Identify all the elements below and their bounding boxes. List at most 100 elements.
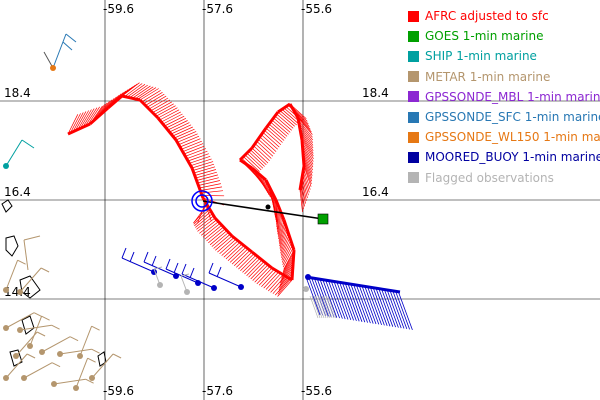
buoy-barb bbox=[392, 290, 408, 330]
afrc-barb bbox=[252, 264, 269, 281]
afrc-barb bbox=[265, 273, 282, 290]
metar-barb bbox=[23, 362, 53, 379]
wl150-marker bbox=[50, 65, 56, 71]
legend-label: Flagged observations bbox=[425, 170, 554, 185]
buoy-barb bbox=[181, 273, 215, 289]
afrc-barb bbox=[281, 109, 299, 125]
afrc-barb bbox=[134, 86, 154, 100]
afrc-barb bbox=[194, 169, 216, 176]
afrc-barb bbox=[274, 115, 292, 131]
metar-barb bbox=[41, 336, 71, 353]
afrc-barb bbox=[280, 264, 294, 284]
afrc-track bbox=[121, 94, 141, 102]
afrc-track bbox=[271, 266, 293, 282]
afrc-barb bbox=[223, 242, 241, 258]
track-dot bbox=[265, 204, 271, 210]
afrc-barb bbox=[195, 171, 217, 179]
afrc-barb bbox=[147, 95, 167, 108]
afrc-barb bbox=[298, 120, 313, 138]
afrc-barb bbox=[303, 168, 311, 190]
afrc-barb bbox=[277, 279, 293, 297]
afrc-barb bbox=[229, 246, 247, 263]
buoy-barb bbox=[325, 279, 340, 319]
legend-swatch bbox=[408, 71, 419, 83]
afrc-barb bbox=[189, 155, 211, 164]
afrc-barb bbox=[194, 211, 212, 227]
afrc-barb bbox=[77, 110, 90, 130]
afrc-track bbox=[239, 158, 253, 170]
afrc-barb bbox=[197, 217, 216, 232]
afrc-barb bbox=[301, 142, 314, 162]
afrc-barb bbox=[279, 110, 297, 126]
buoy-barb bbox=[395, 291, 410, 330]
flagged-barb bbox=[313, 295, 323, 319]
afrc-barb bbox=[152, 101, 172, 113]
legend-item-moored-buoy: MOORED_BUOY 1-min marine bbox=[408, 147, 600, 167]
afrc-barb bbox=[248, 261, 265, 278]
afrc-barb bbox=[166, 117, 187, 129]
afrc-barb bbox=[268, 123, 286, 139]
afrc-barb bbox=[193, 204, 208, 223]
lon-tick-top: -57.6 bbox=[202, 2, 233, 16]
afrc-barb bbox=[299, 189, 303, 212]
flagged-barb bbox=[323, 295, 333, 319]
legend-swatch bbox=[408, 131, 419, 143]
lon-tick-bottom: -59.6 bbox=[103, 384, 134, 398]
buoy-barb bbox=[143, 261, 177, 277]
afrc-track bbox=[67, 122, 91, 136]
buoy-barb bbox=[208, 262, 214, 274]
afrc-track bbox=[89, 106, 109, 126]
afrc-barb bbox=[297, 117, 313, 135]
metar-barb bbox=[91, 325, 100, 331]
afrc-barb bbox=[157, 107, 178, 119]
flagged-barb bbox=[153, 266, 163, 270]
afrc-barb bbox=[208, 228, 226, 244]
metar-barb bbox=[79, 326, 93, 357]
buoy-barb bbox=[342, 282, 357, 322]
afrc-barb bbox=[154, 103, 174, 115]
afrc-barb bbox=[280, 232, 289, 254]
afrc-barb bbox=[129, 84, 148, 98]
buoy-barb bbox=[356, 284, 371, 324]
metar-barb bbox=[40, 267, 50, 273]
afrc-barb bbox=[82, 108, 95, 128]
afrc-barb bbox=[262, 132, 280, 148]
afrc-barb bbox=[254, 143, 272, 159]
island-outline bbox=[1, 199, 13, 213]
afrc-barb bbox=[213, 233, 231, 249]
buoy-barb bbox=[165, 258, 171, 270]
wl150-barb bbox=[43, 51, 54, 69]
afrc-barb bbox=[278, 219, 285, 242]
afrc-barb bbox=[281, 257, 294, 277]
afrc-barb bbox=[227, 245, 245, 261]
afrc-barb bbox=[169, 122, 190, 133]
buoy-barb bbox=[398, 291, 413, 331]
buoy-barb bbox=[121, 247, 127, 259]
metar-barb bbox=[91, 348, 100, 354]
afrc-barb bbox=[141, 90, 161, 103]
metar-barb bbox=[15, 331, 38, 357]
metar-barb bbox=[5, 353, 28, 379]
afrc-barb bbox=[278, 217, 284, 240]
afrc-barb bbox=[150, 99, 171, 112]
metar-marker bbox=[57, 351, 63, 357]
buoy-barb bbox=[189, 267, 195, 279]
afrc-barb bbox=[259, 136, 277, 152]
buoy-barb bbox=[151, 255, 157, 267]
afrc-barb bbox=[181, 140, 202, 150]
afrc-barb bbox=[273, 117, 291, 133]
lon-tick-bottom: -55.6 bbox=[301, 384, 332, 398]
legend-label: GPSSONDE_SFC 1-min marine bbox=[425, 110, 600, 125]
afrc-barb bbox=[145, 93, 165, 106]
flagged-marker bbox=[303, 286, 309, 292]
afrc-barb bbox=[219, 238, 237, 255]
metar-barb bbox=[51, 324, 60, 330]
afrc-barb bbox=[302, 173, 309, 196]
flagged-observations bbox=[153, 266, 337, 319]
lat-tick-right: 18.4 bbox=[362, 86, 389, 100]
afrc-barb bbox=[199, 183, 221, 189]
afrc-barb bbox=[183, 145, 205, 155]
metar-marker bbox=[51, 381, 57, 387]
afrc-barb bbox=[217, 237, 235, 253]
afrc-track bbox=[250, 127, 268, 149]
